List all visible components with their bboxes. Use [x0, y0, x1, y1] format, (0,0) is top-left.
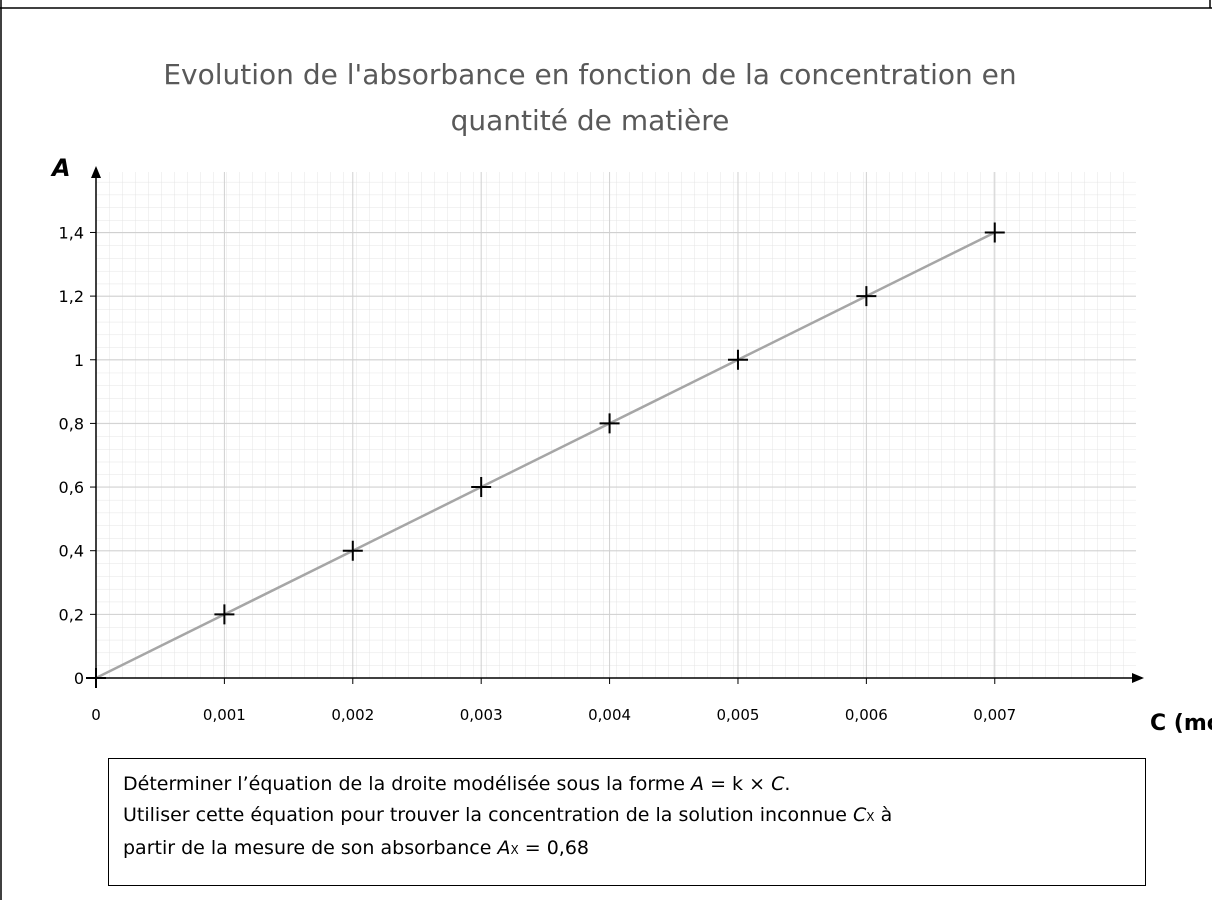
chart-title: quantité de matière — [451, 104, 730, 137]
trendline — [95, 231, 996, 680]
point — [471, 477, 492, 498]
text: C — [853, 804, 867, 826]
text: X — [866, 810, 875, 824]
y-tick-label: 1,4 — [59, 223, 84, 242]
instruction-box: Déterminer l’équation de la droite modél… — [108, 758, 1146, 886]
point — [86, 668, 106, 688]
x-tick-label: 0,002 — [331, 706, 374, 724]
x-tick-label: 0,004 — [588, 706, 631, 724]
chart-title: Evolution de l'absorbance en fonction de… — [163, 58, 1016, 91]
text: = k × — [704, 773, 772, 795]
y-tick-label: 0,6 — [59, 478, 84, 497]
x-tick-label: 0,001 — [203, 706, 246, 724]
y-tick-label: 1,2 — [59, 287, 84, 306]
point — [342, 540, 363, 561]
text: A — [691, 773, 705, 795]
instruction-line: Déterminer l’équation de la droite modél… — [123, 769, 1131, 800]
text: Déterminer l’équation de la droite modél… — [123, 773, 692, 795]
instruction-line: partir de la mesure de son absorbance AX… — [123, 833, 1131, 866]
x-tick-label: 0 — [91, 706, 101, 724]
y-tick-label: 0,8 — [59, 414, 84, 433]
y-tick-label: 0,4 — [59, 542, 84, 561]
point — [599, 413, 620, 434]
text: A — [497, 837, 511, 859]
text: à — [874, 804, 893, 826]
x-axis-label: C (mol·L⁻¹) — [1150, 711, 1212, 736]
y-tick-label: 0,2 — [59, 605, 84, 624]
x-tick-label: 0,003 — [460, 706, 503, 724]
text: partir de la mesure de son absorbance — [123, 837, 498, 859]
y-axis-arrow — [91, 166, 101, 178]
point — [984, 222, 1005, 243]
x-axis-arrow — [1132, 673, 1144, 683]
point — [856, 286, 877, 307]
x-tick-label: 0,006 — [845, 706, 888, 724]
instruction-line: Utiliser cette équation pour trouver la … — [123, 800, 1131, 833]
x-tick-label: 0,007 — [973, 706, 1016, 724]
y-axis-label: A — [50, 154, 71, 182]
y-tick-label: 0 — [74, 669, 84, 688]
text: . — [784, 773, 791, 795]
point — [727, 349, 748, 370]
point — [214, 604, 235, 625]
text: X — [510, 843, 519, 857]
x-tick-label: 0,005 — [716, 706, 759, 724]
text: C — [771, 773, 785, 795]
text: Utiliser cette équation pour trouver la … — [123, 804, 854, 826]
y-tick-label: 1 — [74, 351, 84, 370]
minor-grid — [96, 172, 1136, 678]
text: = 0,68 — [518, 837, 590, 859]
